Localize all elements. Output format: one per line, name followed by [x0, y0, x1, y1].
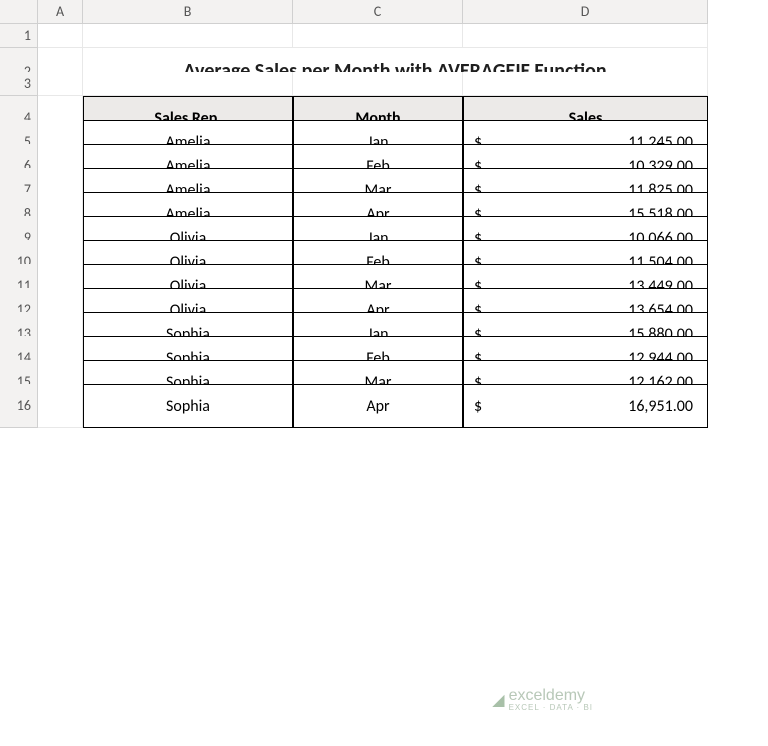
- sales-value: 16,951.00: [628, 397, 693, 416]
- table-cell-month[interactable]: Apr: [293, 384, 463, 428]
- column-header-C[interactable]: C: [293, 0, 463, 24]
- empty-cell[interactable]: [83, 24, 293, 48]
- select-all-corner[interactable]: [0, 0, 38, 24]
- row-header-3[interactable]: 3: [0, 72, 38, 96]
- column-header-A[interactable]: A: [38, 0, 83, 24]
- column-header-B[interactable]: B: [83, 0, 293, 24]
- empty-cell[interactable]: [293, 24, 463, 48]
- empty-cell[interactable]: [83, 72, 293, 96]
- empty-cell[interactable]: [463, 24, 708, 48]
- watermark-subtext: EXCEL · DATA · BI: [509, 703, 593, 712]
- row-header-1[interactable]: 1: [0, 24, 38, 48]
- row-header-16[interactable]: 16: [0, 384, 38, 428]
- empty-cell[interactable]: [38, 72, 83, 96]
- currency-symbol: $: [474, 397, 482, 416]
- empty-cell[interactable]: [463, 72, 708, 96]
- table-cell-sales[interactable]: $16,951.00: [463, 384, 708, 428]
- watermark-logo-icon: ◢: [492, 690, 504, 710]
- empty-cell[interactable]: [38, 384, 83, 428]
- column-header-D[interactable]: D: [463, 0, 708, 24]
- table-cell-rep[interactable]: Sophia: [83, 384, 293, 428]
- empty-cell[interactable]: [38, 24, 83, 48]
- watermark-text: exceldemy: [509, 687, 585, 704]
- watermark: ◢ exceldemy EXCEL · DATA · BI: [492, 687, 593, 712]
- empty-cell[interactable]: [293, 72, 463, 96]
